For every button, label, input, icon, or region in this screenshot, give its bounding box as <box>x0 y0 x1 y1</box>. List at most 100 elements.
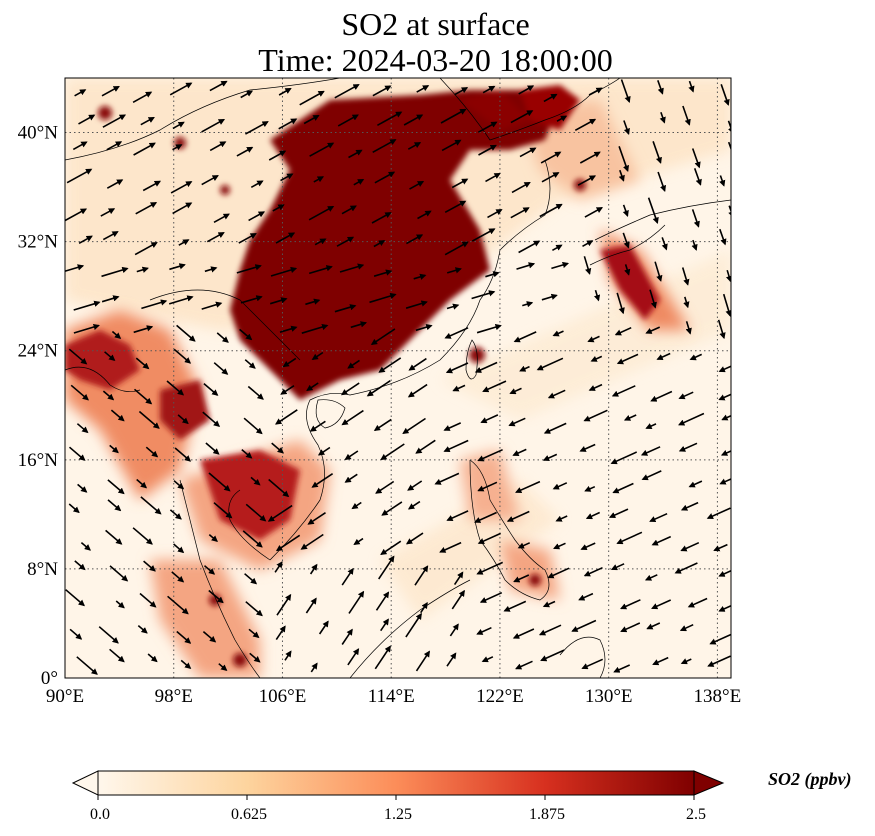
wind-arrow <box>620 599 641 610</box>
wind-arrow <box>141 299 168 310</box>
wind-arrow <box>641 470 662 481</box>
wind-arrow <box>616 531 643 545</box>
wind-arrow <box>310 662 318 673</box>
wind-arrow <box>374 645 391 670</box>
wind-arrow <box>542 453 558 461</box>
wind-arrow <box>213 502 233 519</box>
wind-arrow <box>652 141 662 164</box>
wind-arrow <box>543 93 558 103</box>
wind-arrow <box>405 612 422 638</box>
wind-arrow <box>611 385 636 397</box>
wind-arrow <box>208 472 231 492</box>
wind-arrow <box>139 592 157 608</box>
so2-concentration-field <box>65 78 731 678</box>
wind-arrow <box>728 205 731 218</box>
wind-arrow <box>417 210 432 220</box>
wind-arrow <box>661 237 668 251</box>
wind-arrow <box>101 295 120 303</box>
wind-arrow <box>403 114 424 126</box>
wind-arrow <box>206 231 225 243</box>
wind-arrow <box>308 265 333 275</box>
wind-arrow <box>506 510 530 522</box>
wind-arrow <box>477 481 498 492</box>
wind-arrow <box>142 180 162 192</box>
wind-arrow <box>109 565 129 582</box>
wind-arrow <box>543 422 567 434</box>
wind-arrow <box>581 658 604 670</box>
wind-arrow <box>272 204 285 212</box>
wind-arrow <box>552 482 568 490</box>
wind-arrow <box>552 330 564 337</box>
lat-tick-label: 32°N <box>18 232 59 253</box>
wind-arrow <box>106 141 123 151</box>
lat-tick-label: 0° <box>41 668 58 689</box>
wind-arrow <box>624 264 631 276</box>
wind-arrow <box>208 589 224 604</box>
wind-arrow <box>656 352 671 361</box>
wind-arrow <box>552 244 563 252</box>
wind-arrow <box>725 269 731 283</box>
wind-arrow <box>115 600 125 609</box>
wind-arrow <box>585 511 601 520</box>
wind-arrow <box>471 290 496 300</box>
wind-arrow <box>247 385 264 400</box>
wind-arrow <box>208 533 218 543</box>
wind-arrow <box>551 261 570 270</box>
wind-arrow <box>579 151 601 164</box>
wind-arrow <box>334 304 357 313</box>
wind-arrow <box>402 417 426 435</box>
wind-arrow <box>577 175 597 186</box>
wind-arrow <box>571 619 597 632</box>
wind-arrow <box>171 571 185 583</box>
wind-arrow <box>588 383 603 391</box>
wind-arrow <box>645 423 657 430</box>
wind-arrow <box>78 235 93 245</box>
wind-arrow <box>369 292 397 304</box>
wind-arrow <box>176 324 196 342</box>
wind-arrow <box>68 348 88 365</box>
wind-vectors <box>65 79 731 675</box>
wind-arrow <box>646 622 661 630</box>
wind-arrow <box>518 240 541 254</box>
wind-arrow <box>689 353 703 361</box>
wind-arrow <box>145 446 159 458</box>
wind-arrow <box>374 171 396 184</box>
wind-arrow <box>440 108 467 124</box>
wind-arrow <box>678 391 694 400</box>
wind-arrow <box>132 527 153 545</box>
wind-arrow <box>446 510 469 522</box>
wind-arrow <box>209 80 228 92</box>
wind-arrow <box>678 442 698 452</box>
wind-arrow <box>612 482 634 494</box>
wind-arrow <box>73 300 101 311</box>
wind-arrow <box>336 236 355 247</box>
wind-arrow <box>340 382 360 396</box>
wind-arrow <box>584 206 604 218</box>
wind-arrow <box>202 630 217 643</box>
wind-arrow <box>452 384 466 392</box>
wind-arrow <box>580 542 596 551</box>
wind-arrow <box>719 175 726 187</box>
wind-arrow <box>169 82 193 96</box>
wind-arrow <box>133 388 153 405</box>
wind-arrow <box>649 512 668 523</box>
wind-arrow <box>405 532 424 545</box>
wind-arrow <box>512 628 535 639</box>
wind-arrow <box>536 357 564 371</box>
wind-arrow <box>407 383 428 398</box>
wind-arrow <box>334 83 360 99</box>
wind-arrow <box>109 444 119 454</box>
wind-arrow <box>313 176 325 183</box>
wind-arrow <box>381 501 403 516</box>
wind-arrow <box>282 357 297 368</box>
wind-arrow <box>213 213 230 224</box>
wind-arrow <box>309 142 335 157</box>
wind-arrow <box>341 567 354 586</box>
wind-arrow <box>177 414 189 425</box>
wind-arrow <box>651 599 672 610</box>
wind-arrow <box>70 384 89 401</box>
wind-arrow <box>174 447 192 462</box>
wind-arrow <box>74 560 86 571</box>
wind-arrow <box>66 168 93 184</box>
